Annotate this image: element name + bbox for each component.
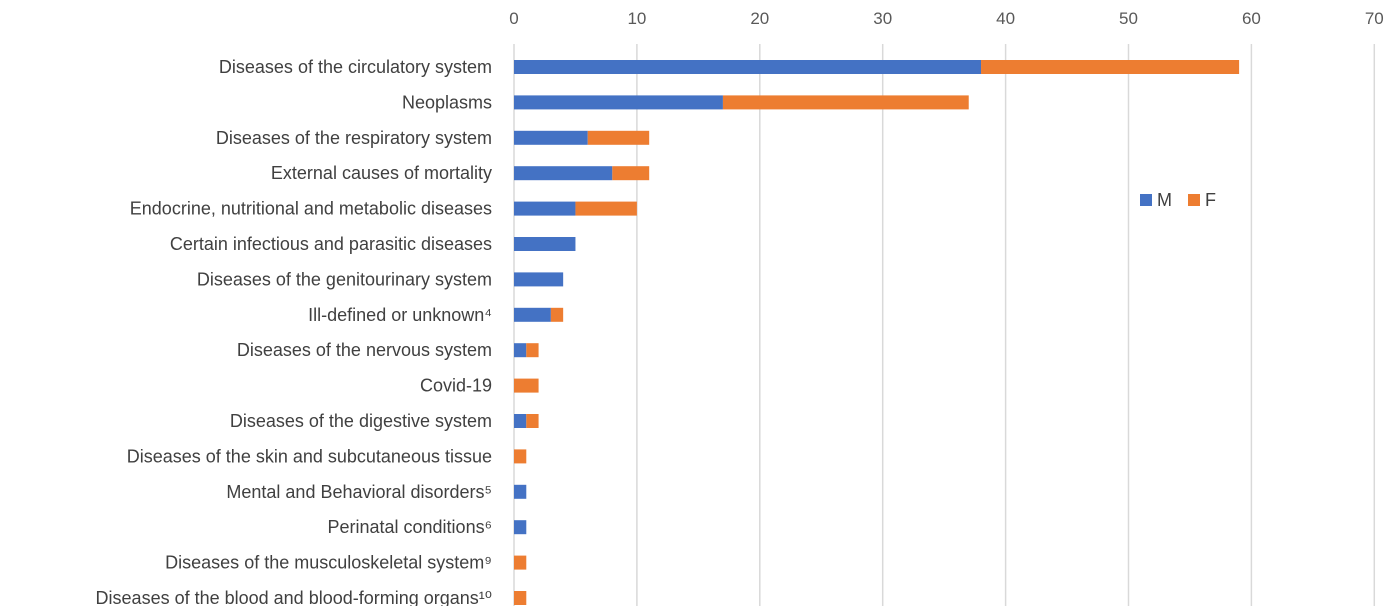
category-label: Diseases of the skin and subcutaneous ti…: [127, 446, 492, 466]
bar-f-8: [526, 343, 539, 358]
x-tick-label: 20: [750, 9, 769, 28]
x-tick-label: 50: [1119, 9, 1138, 28]
bar-m-7: [514, 307, 551, 322]
category-labels: Diseases of the circulatory system Neopla…: [96, 57, 492, 606]
category-label: Certain infectious and parasitic disease…: [170, 234, 492, 254]
legend-label-f: F: [1205, 190, 1216, 210]
bars: [514, 60, 1240, 605]
x-tick-label: 70: [1365, 9, 1384, 28]
bar-f-14: [514, 555, 527, 570]
x-axis-ticks: 0 10 20 30 40 50 60 70: [509, 9, 1383, 28]
x-tick-label: 60: [1242, 9, 1261, 28]
category-label: Diseases of the circulatory system: [219, 57, 492, 77]
bar-m-10: [514, 414, 527, 428]
legend-swatch-f: [1188, 194, 1200, 206]
legend-label-m: M: [1157, 190, 1172, 210]
x-tick-label: 10: [627, 9, 646, 28]
gridlines: [513, 44, 1376, 606]
bar-f-11: [514, 449, 527, 464]
bar-f-0: [981, 60, 1240, 74]
bar-m-12: [514, 484, 527, 499]
category-label: Endocrine, nutritional and metabolic dis…: [130, 199, 492, 219]
category-label: Ill-defined or unknown⁴: [308, 305, 492, 325]
category-label: External causes of mortality: [271, 163, 492, 183]
category-label: Covid-19: [420, 376, 492, 396]
category-label: Diseases of the respiratory system: [216, 128, 492, 148]
category-label: Diseases of the genitourinary system: [197, 269, 492, 289]
category-label: Diseases of the digestive system: [230, 411, 492, 431]
bar-m-5: [514, 237, 576, 251]
bar-f-10: [526, 414, 539, 428]
category-label: Neoplasms: [402, 92, 492, 112]
x-tick-label: 40: [996, 9, 1015, 28]
category-label: Diseases of the musculoskeletal system⁹: [165, 553, 492, 573]
category-label: Diseases of the nervous system: [237, 340, 492, 360]
bar-f-2: [587, 130, 650, 145]
bar-f-1: [722, 95, 969, 110]
bar-f-3: [612, 166, 650, 181]
bar-f-15: [514, 591, 527, 605]
category-label: Perinatal conditions⁶: [327, 517, 492, 537]
bar-m-6: [514, 272, 564, 287]
bar-m-4: [514, 201, 576, 216]
bar-m-13: [514, 520, 527, 535]
bar-m-1: [514, 95, 723, 110]
legend-swatch-m: [1140, 194, 1152, 206]
bar-m-0: [514, 60, 982, 74]
category-label: Diseases of the blood and blood-forming …: [96, 588, 492, 606]
x-tick-label: 0: [509, 9, 518, 28]
bar-f-7: [550, 307, 564, 322]
category-label: Mental and Behavioral disorders⁵: [226, 482, 492, 502]
bar-m-2: [514, 130, 588, 145]
bar-m-8: [514, 343, 527, 358]
bar-f-4: [575, 201, 637, 216]
bar-m-3: [514, 166, 613, 181]
bar-f-9: [514, 378, 539, 393]
x-tick-label: 30: [873, 9, 892, 28]
